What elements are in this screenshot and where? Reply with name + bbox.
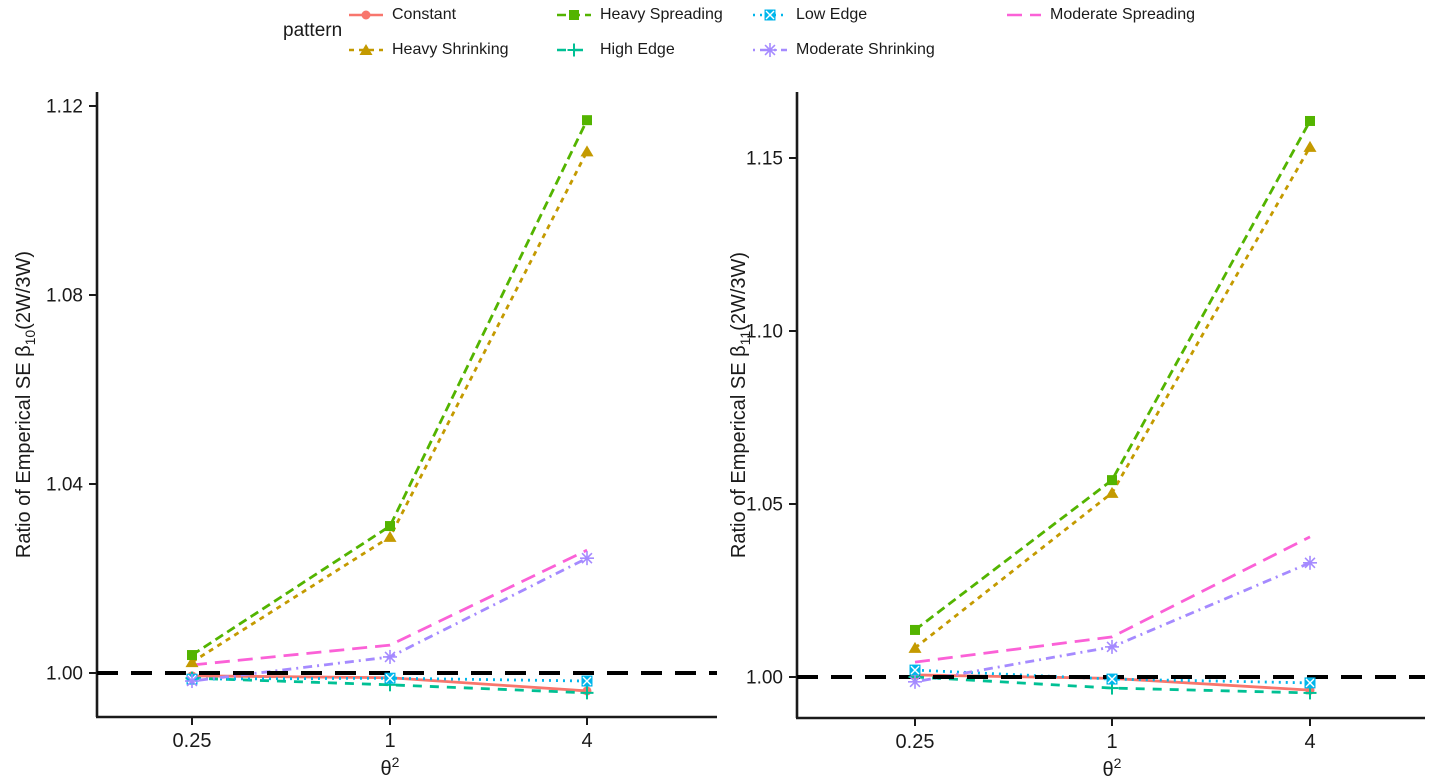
x-tick-label: 0.25 — [896, 731, 935, 753]
legend-key-low-edge — [753, 9, 787, 21]
marker-heavy-spreading — [1305, 115, 1315, 126]
legend-item-moderate-spreading: Moderate Spreading — [1006, 4, 1195, 26]
legend-key-heavy-spreading — [557, 10, 591, 20]
marker-moderate-shrinking — [908, 674, 922, 689]
legend-key-moderate-shrinking — [753, 43, 787, 57]
series-line-heavy-spreading — [914, 120, 1312, 632]
chart-canvas: 1.00 1.04 1.08 1.12 0.25 1 4 θ2 Ratio of Emperic… — [13, 92, 1425, 776]
series-line-moderate-spreading — [191, 548, 588, 667]
x-tick-label: 4 — [1304, 731, 1315, 753]
legend-item-heavy-shrinking: Heavy Shrinking — [348, 39, 509, 61]
series-line-low-edge — [191, 676, 588, 683]
x-tick-label: 1 — [384, 730, 395, 752]
legend-item-label: Moderate Shrinking — [796, 41, 935, 58]
marker-moderate-shrinking — [580, 551, 594, 566]
marker-asterisk — [763, 43, 777, 57]
legend-key-high-edge — [557, 43, 591, 57]
series-markers — [908, 115, 1317, 700]
series-line-heavy-shrinking — [914, 146, 1312, 650]
marker-low-edge — [1304, 677, 1316, 689]
legend-item-constant: Constant — [348, 4, 456, 26]
series-line-heavy-spreading — [191, 119, 589, 657]
marker-heavy-spreading — [910, 624, 920, 635]
series-line-heavy-shrinking — [191, 150, 589, 664]
series-line-moderate-shrinking — [914, 561, 1311, 684]
y-tick-label: 1.15 — [746, 149, 783, 170]
y-tick-label: 1.04 — [46, 475, 83, 496]
marker-heavy-shrinking — [908, 641, 922, 653]
marker-circle — [361, 10, 371, 20]
y-tick-label: 1.00 — [746, 668, 783, 689]
legend-item-label: Heavy Shrinking — [392, 41, 509, 58]
marker-heavy-shrinking — [383, 530, 397, 542]
y-tick-label: 1.05 — [746, 495, 783, 516]
legend-item-label: High Edge — [600, 41, 675, 58]
marker-heavy-spreading — [385, 521, 395, 532]
legend: pattern Constant Heavy Shrinking Heavy Spr… — [0, 0, 1430, 70]
marker-moderate-shrinking — [185, 674, 199, 689]
marker-heavy-shrinking — [580, 145, 594, 157]
marker-moderate-shrinking — [383, 649, 397, 664]
legend-item-label: Moderate Spreading — [1050, 6, 1195, 23]
x-axis-title: θ2 — [381, 754, 400, 776]
x-tick-label: 0.25 — [173, 730, 212, 752]
series-markers — [185, 115, 594, 700]
legend-key-moderate-spreading — [1007, 13, 1041, 17]
marker-square — [569, 10, 579, 20]
legend-item-label: Heavy Spreading — [600, 6, 723, 23]
right-panel: 1.00 1.05 1.10 1.15 0.25 1 4 θ2 Ratio of Emperic… — [728, 92, 1425, 776]
x-tick-label: 1 — [1106, 731, 1117, 753]
y-tick-label: 1.10 — [746, 322, 783, 343]
legend-item-label: Constant — [392, 6, 457, 23]
marker-heavy-spreading — [1107, 475, 1117, 486]
marker-heavy-spreading — [582, 115, 592, 126]
y-axis-title: Ratio of Emperical SE β10(2W/3W) — [13, 251, 38, 558]
marker-low-edge — [909, 664, 921, 676]
series-lines — [191, 119, 589, 695]
series-line-high-edge — [191, 676, 588, 695]
marker-heavy-spreading — [187, 650, 197, 661]
marker-heavy-shrinking — [1105, 486, 1119, 498]
marker-low-edge — [384, 672, 396, 684]
legend-item-label: Low Edge — [796, 6, 868, 23]
marker-low-edge — [581, 675, 593, 687]
legend-key-constant — [349, 10, 383, 20]
legend-item-low-edge: Low Edge — [752, 4, 867, 26]
marker-moderate-shrinking — [1303, 555, 1317, 570]
marker-high-edge — [1303, 686, 1317, 700]
legend-item-high-edge: High Edge — [556, 39, 675, 61]
legend-key-heavy-shrinking — [349, 44, 383, 55]
marker-heavy-shrinking — [185, 656, 199, 668]
marker-moderate-shrinking — [1105, 639, 1119, 654]
y-tick-label: 1.08 — [46, 286, 83, 307]
marker-plus — [567, 43, 581, 57]
series-line-moderate-spreading — [914, 535, 1311, 664]
x-tick-label: 4 — [581, 730, 592, 752]
series-line-high-edge — [914, 675, 1311, 695]
marker-square-x — [764, 9, 776, 21]
legend-item-heavy-spreading: Heavy Spreading — [556, 4, 723, 26]
legend-item-moderate-shrinking: Moderate Shrinking — [752, 39, 935, 61]
y-tick-label: 1.12 — [46, 97, 83, 118]
marker-high-edge — [580, 686, 594, 700]
marker-low-edge — [1106, 673, 1118, 685]
x-axis-title: θ2 — [1103, 755, 1122, 776]
series-lines — [914, 120, 1312, 695]
legend-title: pattern — [283, 20, 343, 41]
left-panel: 1.00 1.04 1.08 1.12 0.25 1 4 θ2 Ratio of Emperic… — [13, 92, 717, 776]
y-axis-title: Ratio of Emperical SE β11(2W/3W) — [728, 252, 753, 558]
marker-triangle — [359, 44, 373, 55]
marker-heavy-shrinking — [1303, 140, 1317, 152]
y-tick-label: 1.00 — [46, 664, 83, 685]
